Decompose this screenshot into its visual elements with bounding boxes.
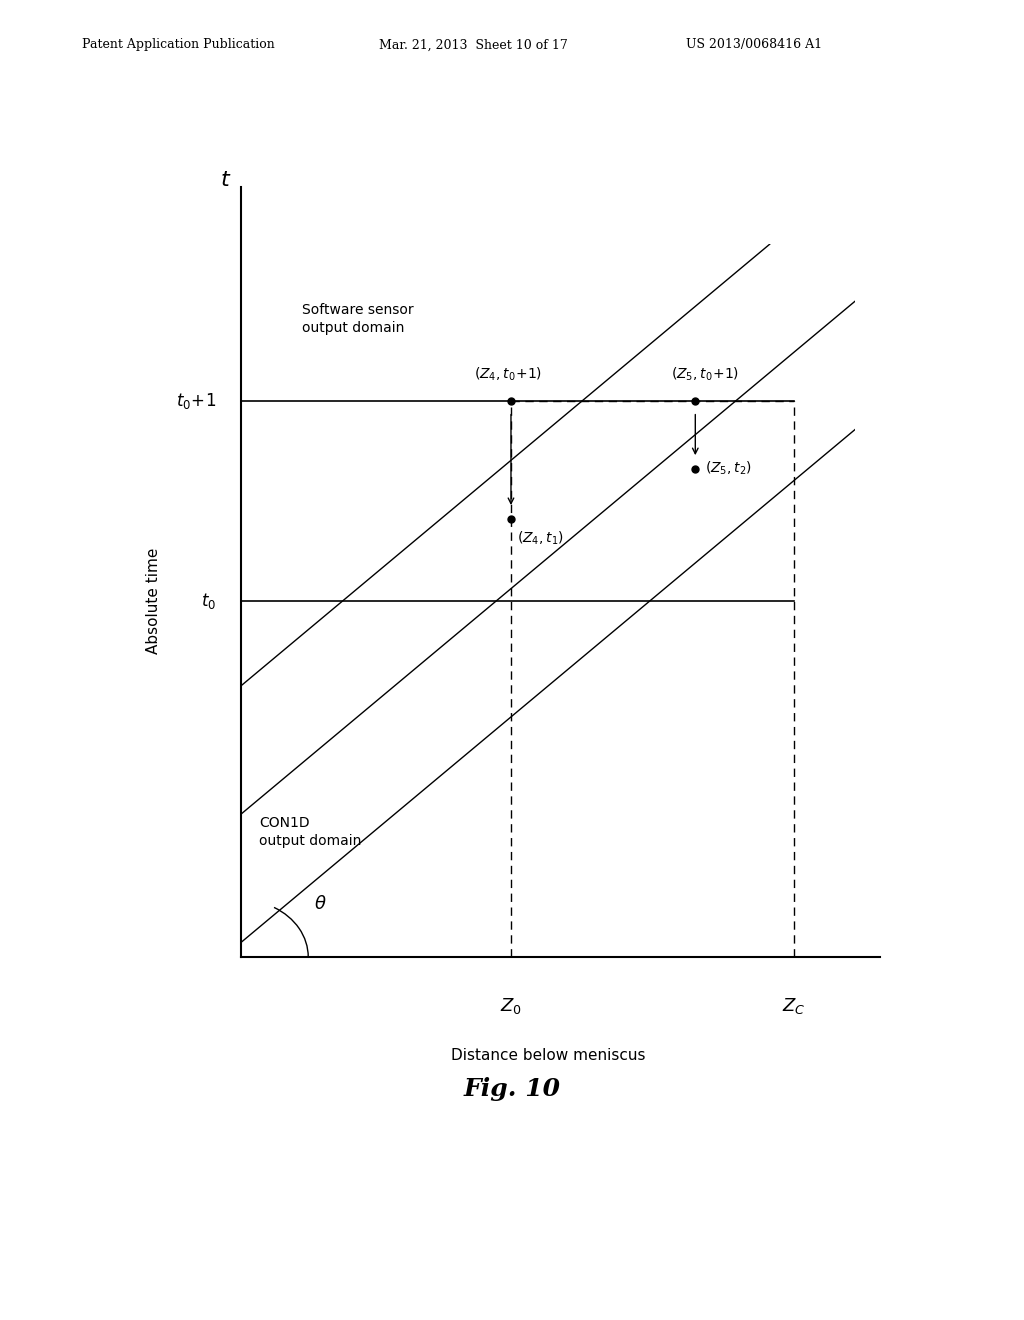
Text: $t_0\!+\!1$: $t_0\!+\!1$	[175, 391, 216, 411]
Text: $t_0$: $t_0$	[201, 590, 216, 611]
Text: $(Z_5,t_0\!+\!1)$: $(Z_5,t_0\!+\!1)$	[671, 366, 739, 383]
Text: $(Z_4,t_0\!+\!1)$: $(Z_4,t_0\!+\!1)$	[474, 366, 543, 383]
Text: CON1D
output domain: CON1D output domain	[259, 816, 361, 849]
Text: Patent Application Publication: Patent Application Publication	[82, 38, 274, 51]
Text: $(Z_4,t_1)$: $(Z_4,t_1)$	[517, 529, 564, 546]
Text: Fig. 10: Fig. 10	[464, 1077, 560, 1101]
Text: US 2013/0068416 A1: US 2013/0068416 A1	[686, 38, 822, 51]
Text: $Z_0$: $Z_0$	[500, 997, 522, 1016]
Text: Software sensor
output domain: Software sensor output domain	[302, 302, 414, 335]
Text: Mar. 21, 2013  Sheet 10 of 17: Mar. 21, 2013 Sheet 10 of 17	[379, 38, 567, 51]
Text: Distance below meniscus: Distance below meniscus	[451, 1048, 645, 1064]
Text: $\theta$: $\theta$	[314, 895, 327, 912]
Text: $Z_C$: $Z_C$	[782, 997, 805, 1016]
Text: $t$: $t$	[219, 169, 231, 191]
Text: Absolute time: Absolute time	[146, 548, 161, 653]
Text: $(Z_5,t_2)$: $(Z_5,t_2)$	[705, 461, 752, 478]
